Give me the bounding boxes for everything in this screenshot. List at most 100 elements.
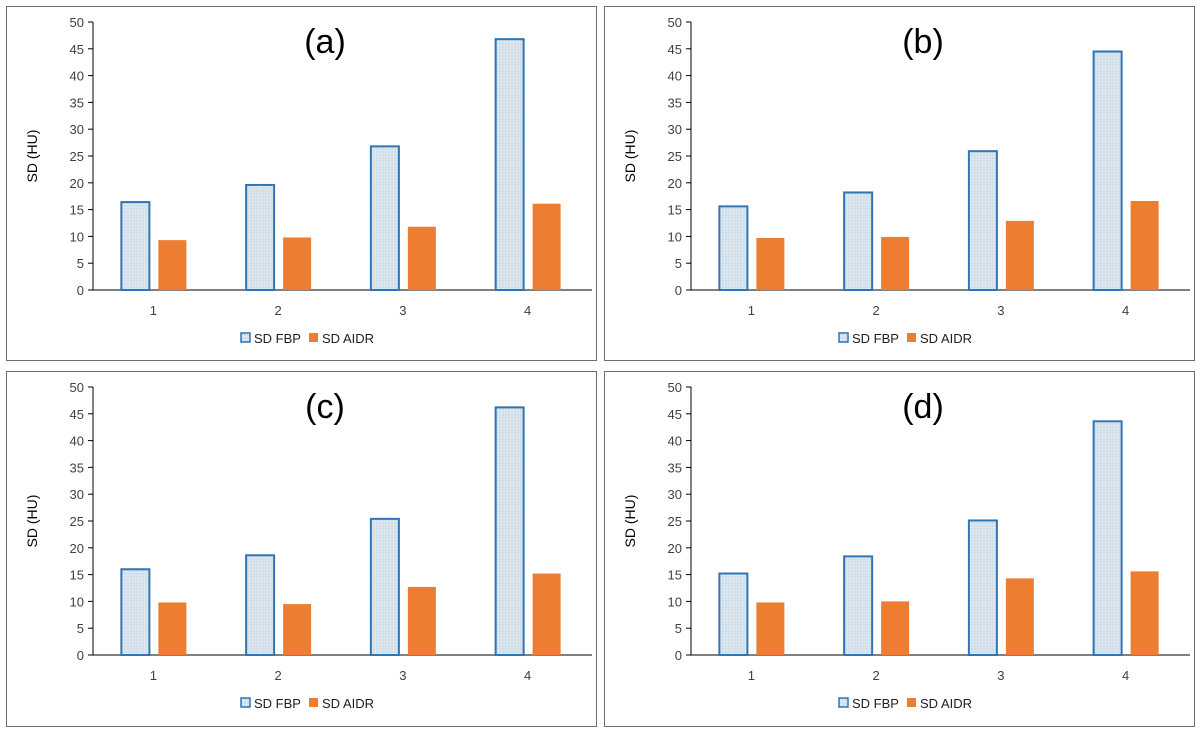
legend-label-sd-fbp: SD FBP: [254, 696, 301, 711]
bar-sd-aidr: [158, 240, 187, 290]
bar-sd-fbp: [718, 205, 749, 291]
x-tick-label: 3: [997, 303, 1004, 318]
y-tick-label: 5: [675, 256, 682, 271]
chart-title: (c): [305, 388, 345, 426]
y-tick-label: 20: [668, 176, 682, 191]
y-tick-label: 35: [668, 460, 682, 475]
legend-swatch-sd-aidr: [907, 698, 916, 707]
y-tick-label: 5: [77, 256, 84, 271]
chart-svg: (d) SD (HU) 0 5 10 15 20 25 30 35 40 45 50 1 2 3 4 SD FBP…: [622, 380, 1190, 711]
x-tick-label: 3: [997, 668, 1004, 683]
x-tick-label: 1: [748, 303, 755, 318]
bar-sd-fbp: [718, 572, 749, 656]
y-tick-label: 20: [70, 541, 84, 556]
x-tick-label: 1: [748, 668, 755, 683]
x-tick-label: 4: [524, 668, 531, 683]
bar-sd-fbp: [1092, 50, 1123, 292]
y-tick-label: 50: [668, 380, 682, 395]
y-tick-label: 40: [668, 434, 682, 449]
legend-swatch-sd-aidr: [907, 333, 916, 342]
y-tick-label: 10: [668, 229, 682, 244]
y-tick-label: 45: [70, 42, 84, 57]
y-tick-label: 30: [70, 122, 84, 137]
legend-swatch-sd-fbp: [838, 332, 849, 343]
bar-sd-fbp: [967, 150, 998, 291]
bar-sd-fbp: [494, 38, 525, 292]
x-tick-label: 2: [275, 303, 282, 318]
bar-sd-aidr: [756, 602, 785, 655]
bar-sd-aidr: [881, 601, 910, 655]
legend-swatch-sd-fbp: [240, 697, 251, 708]
x-tick-label: 2: [275, 668, 282, 683]
chart-title: (a): [304, 23, 346, 61]
y-tick-label: 40: [70, 434, 84, 449]
bar-sd-fbp: [120, 568, 151, 657]
bar-sd-fbp: [120, 201, 151, 291]
y-tick-label: 30: [668, 487, 682, 502]
chart-panel-d: (d) SD (HU) 0 5 10 15 20 25 30 35 40 45 50 1 2 3 4 SD FBP…: [604, 371, 1195, 727]
y-tick-label: 0: [77, 648, 84, 663]
y-axis-label: SD (HU): [622, 495, 638, 548]
legend-swatch-sd-aidr: [309, 698, 318, 707]
y-tick-label: 15: [668, 568, 682, 583]
y-tick-label: 45: [668, 407, 682, 422]
y-tick-label: 40: [70, 69, 84, 84]
bar-sd-aidr: [1005, 220, 1034, 290]
chart-svg: (a) SD (HU) 0 5 10 15 20 25 30 35 40 45 50 1 2 3 4 SD FBP…: [24, 15, 592, 346]
bar-sd-fbp: [843, 191, 874, 291]
legend-label-sd-fbp: SD FBP: [852, 696, 899, 711]
legend-label-sd-aidr: SD AIDR: [322, 696, 374, 711]
y-tick-label: 15: [70, 203, 84, 218]
y-tick-label: 20: [668, 541, 682, 556]
y-tick-label: 50: [70, 15, 84, 30]
y-tick-label: 30: [668, 122, 682, 137]
y-tick-label: 15: [668, 203, 682, 218]
y-tick-label: 20: [70, 176, 84, 191]
bar-sd-fbp: [1092, 420, 1123, 656]
chart-title: (b): [902, 23, 944, 61]
y-tick-label: 0: [675, 648, 682, 663]
bar-sd-aidr: [283, 237, 312, 290]
bar-sd-aidr: [756, 238, 785, 290]
y-tick-label: 40: [668, 69, 682, 84]
x-tick-label: 4: [524, 303, 531, 318]
y-tick-label: 50: [70, 380, 84, 395]
chart-panel-a: (a) SD (HU) 0 5 10 15 20 25 30 35 40 45 50 1 2 3 4 SD FBP…: [6, 6, 597, 361]
chart-svg: (c) SD (HU) 0 5 10 15 20 25 30 35 40 45 50 1 2 3 4 SD FBP…: [24, 380, 592, 711]
chart-panel-c: (c) SD (HU) 0 5 10 15 20 25 30 35 40 45 50 1 2 3 4 SD FBP…: [6, 371, 597, 727]
y-tick-label: 10: [70, 594, 84, 609]
y-axis-label: SD (HU): [24, 495, 40, 548]
y-tick-label: 50: [668, 15, 682, 30]
x-tick-label: 4: [1122, 303, 1129, 318]
chart-panel-b: (b) SD (HU) 0 5 10 15 20 25 30 35 40 45 50 1 2 3 4 SD FBP…: [604, 6, 1195, 361]
y-tick-label: 25: [668, 149, 682, 164]
bar-sd-fbp: [369, 145, 400, 291]
y-tick-label: 30: [70, 487, 84, 502]
bar-sd-fbp: [369, 517, 400, 656]
bar-sd-aidr: [283, 604, 312, 655]
bar-sd-aidr: [407, 226, 436, 290]
bar-sd-fbp: [843, 555, 874, 657]
bar-sd-aidr: [1130, 571, 1159, 655]
y-tick-label: 45: [668, 42, 682, 57]
legend-swatch-sd-aidr: [309, 333, 318, 342]
y-tick-label: 10: [668, 594, 682, 609]
y-tick-label: 5: [675, 621, 682, 636]
y-axis-label: SD (HU): [24, 130, 40, 183]
y-tick-label: 35: [70, 460, 84, 475]
y-tick-label: 0: [77, 283, 84, 298]
bar-sd-aidr: [1005, 578, 1034, 655]
bar-sd-aidr: [1130, 201, 1159, 290]
bar-sd-fbp: [245, 554, 276, 656]
x-tick-label: 3: [399, 668, 406, 683]
legend-label-sd-fbp: SD FBP: [852, 331, 899, 346]
y-tick-label: 35: [70, 95, 84, 110]
bar-sd-aidr: [407, 586, 436, 655]
legend-label-sd-aidr: SD AIDR: [920, 696, 972, 711]
chart-title: (d): [902, 388, 944, 426]
bar-sd-fbp: [494, 406, 525, 657]
legend-swatch-sd-fbp: [838, 697, 849, 708]
y-tick-label: 0: [675, 283, 682, 298]
legend-label-sd-aidr: SD AIDR: [920, 331, 972, 346]
x-tick-label: 1: [150, 668, 157, 683]
